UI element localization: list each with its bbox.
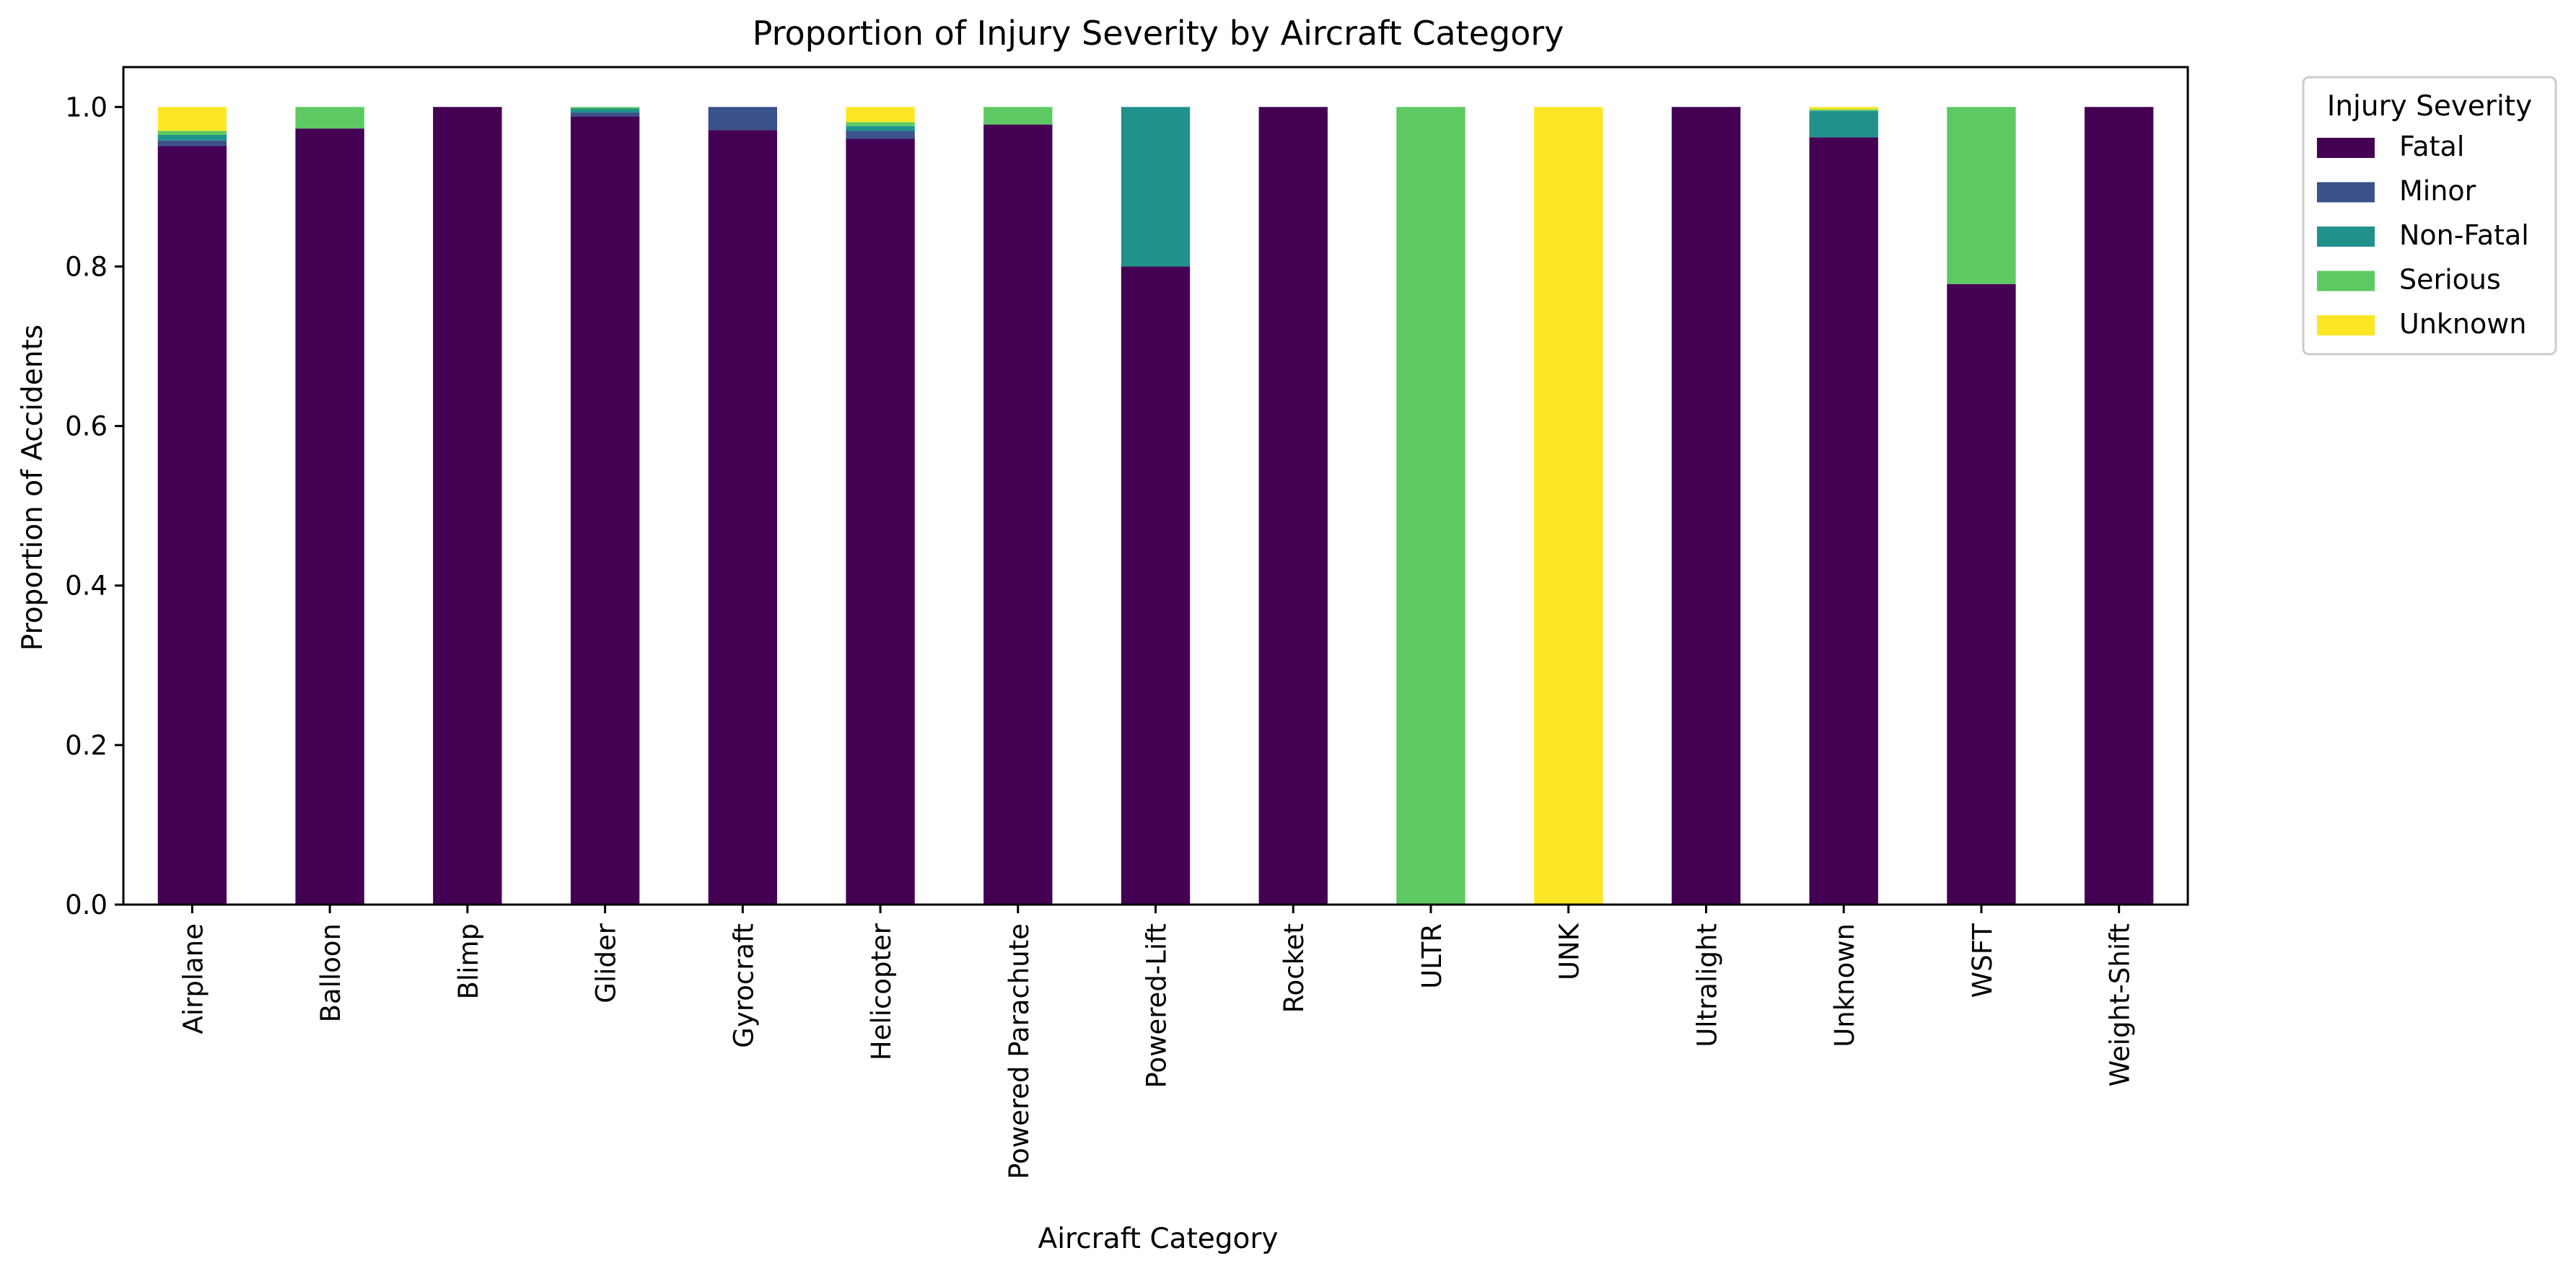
bar-glider-fatal <box>570 116 640 905</box>
x-tick-label-weight-shift: Weight-Shift <box>2105 923 2136 1086</box>
bar-rocket-fatal <box>1258 107 1328 905</box>
bar-ultr-serious <box>1396 107 1466 905</box>
bar-powered-parachute-serious <box>983 107 1053 125</box>
x-axis-label: Aircraft Category <box>1038 1223 1279 1255</box>
bar-glider-minor <box>570 113 640 117</box>
legend-label-serious: Serious <box>2399 264 2501 296</box>
x-tick-label-gyrocraft: Gyrocraft <box>728 923 759 1048</box>
bar-helicopter-fatal <box>846 139 915 905</box>
legend-items: Fatal Minor Non-Fatal Serious Unknown <box>2317 131 2529 340</box>
legend-swatch-serious <box>2317 271 2375 291</box>
bar-powered-parachute-fatal <box>983 124 1053 905</box>
bar-unk-unknown <box>1534 107 1603 905</box>
legend-swatch-non-fatal <box>2317 227 2375 247</box>
bar-unknown-fatal <box>1809 137 1878 905</box>
legend-label-fatal: Fatal <box>2399 131 2464 162</box>
bar-airplane-non-fatal <box>157 134 227 141</box>
y-tick-label: 1.0 <box>65 92 108 123</box>
x-tick-label-unknown: Unknown <box>1829 923 1860 1047</box>
bar-airplane-serious <box>157 131 227 135</box>
legend-title: Injury Severity <box>2327 90 2532 123</box>
bar-glider-non-fatal <box>570 108 640 113</box>
bar-glider-serious <box>570 107 640 109</box>
y-axis-label: Proportion of Accidents <box>17 325 49 651</box>
legend-label-unknown: Unknown <box>2399 308 2526 340</box>
bar-helicopter-unknown <box>846 107 915 123</box>
bar-wsft-fatal <box>1947 284 2016 905</box>
bar-airplane-minor <box>157 140 227 146</box>
bar-powered-lift-non-fatal <box>1121 107 1191 267</box>
bar-balloon-serious <box>295 107 364 129</box>
bar-helicopter-non-fatal <box>846 126 915 131</box>
y-tick-label: 0.2 <box>65 730 108 761</box>
legend-swatch-fatal <box>2317 138 2375 158</box>
y-tick-label: 0.8 <box>65 251 108 282</box>
bar-ultralight-fatal <box>1671 107 1741 905</box>
x-tick-label-helicopter: Helicopter <box>866 923 897 1060</box>
legend-swatch-minor <box>2317 182 2375 203</box>
x-tick-label-wsft: WSFT <box>1967 923 1998 998</box>
x-tick-label-ultr: ULTR <box>1416 923 1447 989</box>
y-tick-label: 0.6 <box>65 411 108 442</box>
legend-label-non-fatal: Non-Fatal <box>2399 219 2529 251</box>
chart-title: Proportion of Injury Severity by Aircraf… <box>753 14 1564 53</box>
bar-wsft-serious <box>1947 107 2016 284</box>
y-axis: 0.0 0.2 0.4 0.6 0.8 1.0 <box>65 92 123 920</box>
bar-helicopter-minor <box>846 131 915 139</box>
x-tick-label-glider: Glider <box>591 923 622 1003</box>
bars-layer <box>157 107 2154 905</box>
x-tick-label-powered-parachute: Powered Parachute <box>1004 923 1035 1179</box>
x-axis: Airplane Balloon Blimp Glider Gyrocraft Helic… <box>178 905 2136 1179</box>
bar-unknown-non-fatal <box>1809 110 1878 138</box>
bar-airplane-fatal <box>157 146 227 905</box>
legend-swatch-unknown <box>2317 315 2375 335</box>
bar-helicopter-serious <box>846 122 915 126</box>
x-tick-label-airplane: Airplane <box>178 923 209 1034</box>
bar-balloon-fatal <box>295 128 364 905</box>
x-tick-label-rocket: Rocket <box>1279 923 1310 1013</box>
y-tick-label: 0.0 <box>65 889 108 920</box>
bar-gyrocraft-minor <box>708 107 777 131</box>
y-tick-label: 0.4 <box>65 571 108 602</box>
bar-airplane-unknown <box>157 107 227 131</box>
legend-label-minor: Minor <box>2399 175 2476 207</box>
x-tick-label-unk: UNK <box>1554 922 1585 980</box>
bar-unknown-unknown <box>1809 107 1878 110</box>
x-tick-label-blimp: Blimp <box>453 923 484 999</box>
x-tick-label-ultralight: Ultralight <box>1691 923 1722 1047</box>
bar-powered-lift-fatal <box>1121 266 1191 905</box>
bar-gyrocraft-fatal <box>708 130 777 905</box>
x-tick-label-balloon: Balloon <box>315 923 346 1022</box>
bar-weight-shift-fatal <box>2084 107 2154 905</box>
legend: Injury Severity Fatal Minor Non-Fatal Serio… <box>2302 76 2557 356</box>
bar-blimp-fatal <box>433 107 502 905</box>
x-tick-label-powered-lift: Powered-Lift <box>1142 923 1173 1088</box>
bar-unknown-serious <box>1809 109 1878 111</box>
